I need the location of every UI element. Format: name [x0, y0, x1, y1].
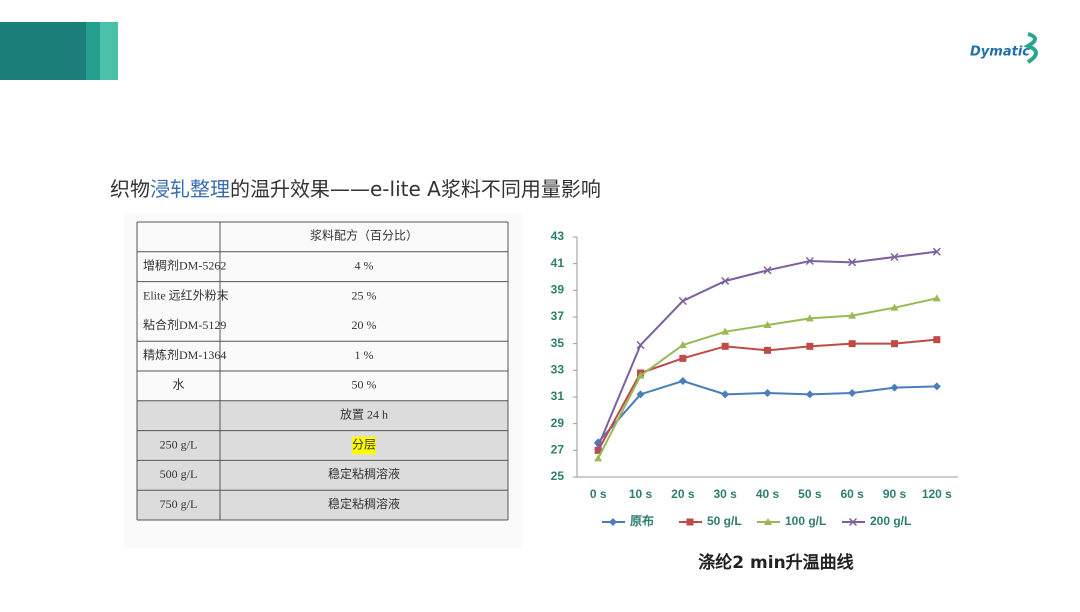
- table-cell: 25 %: [352, 288, 377, 302]
- banner-stripe: [86, 22, 100, 80]
- marker: [932, 294, 941, 302]
- marker: [890, 383, 899, 392]
- x-tick-label: 10 s: [629, 487, 653, 501]
- y-tick-label: 37: [551, 309, 565, 323]
- legend-label: 100 g/L: [785, 514, 826, 528]
- y-tick-label: 39: [551, 283, 565, 297]
- marker: [805, 390, 814, 399]
- marker: [721, 327, 730, 335]
- marker: [763, 321, 772, 328]
- title-part: 的温升效果——e-lite A浆料不同用量影响: [230, 177, 601, 201]
- y-tick-label: 31: [551, 389, 565, 403]
- table-row-bg: [137, 430, 508, 461]
- marker: [678, 377, 687, 385]
- table-row-bg: [137, 490, 508, 520]
- x-tick-label: 0 s: [590, 487, 607, 501]
- y-tick-label: 43: [551, 229, 565, 243]
- legend-label: 50 g/L: [707, 514, 742, 528]
- title: 织物浸轧整理的温升效果——e-lite A浆料不同用量影响: [110, 177, 601, 201]
- table-cell: 750 g/L: [160, 497, 198, 511]
- x-tick-label: 50 s: [798, 487, 822, 501]
- marker: [764, 518, 772, 525]
- table-cell: 浆料配方（百分比）: [310, 228, 418, 243]
- y-tick-label: 41: [551, 256, 565, 270]
- marker: [932, 247, 941, 256]
- title-part: 织物: [110, 177, 150, 201]
- marker: [679, 354, 687, 362]
- banner: [0, 22, 86, 80]
- table-row-bg: [137, 400, 508, 431]
- logo-mark: [1023, 32, 1038, 64]
- marker: [678, 296, 687, 306]
- marker: [636, 390, 645, 399]
- marker: [848, 340, 856, 348]
- y-tick-label: 33: [551, 363, 565, 377]
- marker: [848, 517, 858, 527]
- marker: [609, 518, 617, 526]
- marker: [848, 389, 857, 397]
- title-highlight: 浸轧整理: [150, 177, 230, 201]
- marker: [721, 342, 729, 350]
- table-cell: 4 %: [355, 258, 374, 272]
- table-cell: 20 %: [352, 318, 377, 332]
- y-tick-label: 29: [551, 416, 565, 430]
- table-cell: 增稠剂DM-5262: [143, 257, 226, 272]
- table-cell: 分层: [352, 437, 376, 451]
- marker: [721, 390, 730, 399]
- marker: [594, 454, 603, 462]
- table-cell: 1 %: [355, 348, 374, 362]
- marker: [805, 314, 814, 322]
- y-tick-label: 35: [551, 336, 565, 350]
- x-tick-label: 60 s: [840, 487, 864, 501]
- chart-caption: 涤纶2 min升温曲线: [698, 552, 853, 573]
- marker: [848, 311, 857, 319]
- marker: [636, 340, 645, 350]
- table-cell: 精炼剂DM-1364: [143, 347, 226, 362]
- marker: [594, 442, 603, 451]
- marker: [764, 346, 771, 354]
- x-tick-label: 40 s: [756, 487, 780, 501]
- marker: [763, 389, 772, 397]
- marker: [932, 382, 941, 391]
- marker: [721, 276, 730, 286]
- y-tick-label: 25: [551, 469, 565, 483]
- table-cell: 稳定粘稠溶液: [328, 466, 400, 481]
- table-row-bg: [137, 460, 508, 491]
- logo: Dymatic: [970, 45, 1030, 60]
- marker: [890, 252, 899, 262]
- highlight: [352, 436, 376, 455]
- marker: [678, 341, 687, 348]
- marker: [805, 256, 814, 266]
- banner-stripe: [100, 22, 118, 80]
- table-cell: 稳定粘稠溶液: [328, 496, 400, 511]
- table-cell: 250 g/L: [160, 437, 198, 451]
- table-cell: Elite 远红外粉末: [143, 287, 229, 302]
- table-cell: 500 g/L: [160, 467, 198, 481]
- x-tick-label: 30 s: [713, 487, 737, 501]
- legend-label: 原布: [630, 513, 654, 528]
- marker: [594, 446, 602, 454]
- legend-label: 200 g/L: [870, 514, 911, 528]
- marker: [636, 371, 645, 379]
- table-cell: 粘合剂DM-5129: [143, 317, 226, 332]
- y-tick-label: 27: [551, 443, 565, 457]
- x-tick-label: 20 s: [671, 487, 695, 501]
- marker: [686, 518, 694, 526]
- marker: [763, 266, 772, 275]
- marker: [933, 336, 941, 344]
- marker: [806, 342, 814, 350]
- marker: [891, 340, 898, 348]
- table-cell: 放置 24 h: [340, 406, 388, 421]
- x-tick-label: 120 s: [922, 487, 952, 501]
- table-cell: 50 %: [352, 378, 377, 392]
- x-tick-label: 90 s: [883, 487, 907, 501]
- table-cell: 水: [172, 378, 184, 392]
- marker: [890, 303, 899, 311]
- marker: [848, 258, 857, 267]
